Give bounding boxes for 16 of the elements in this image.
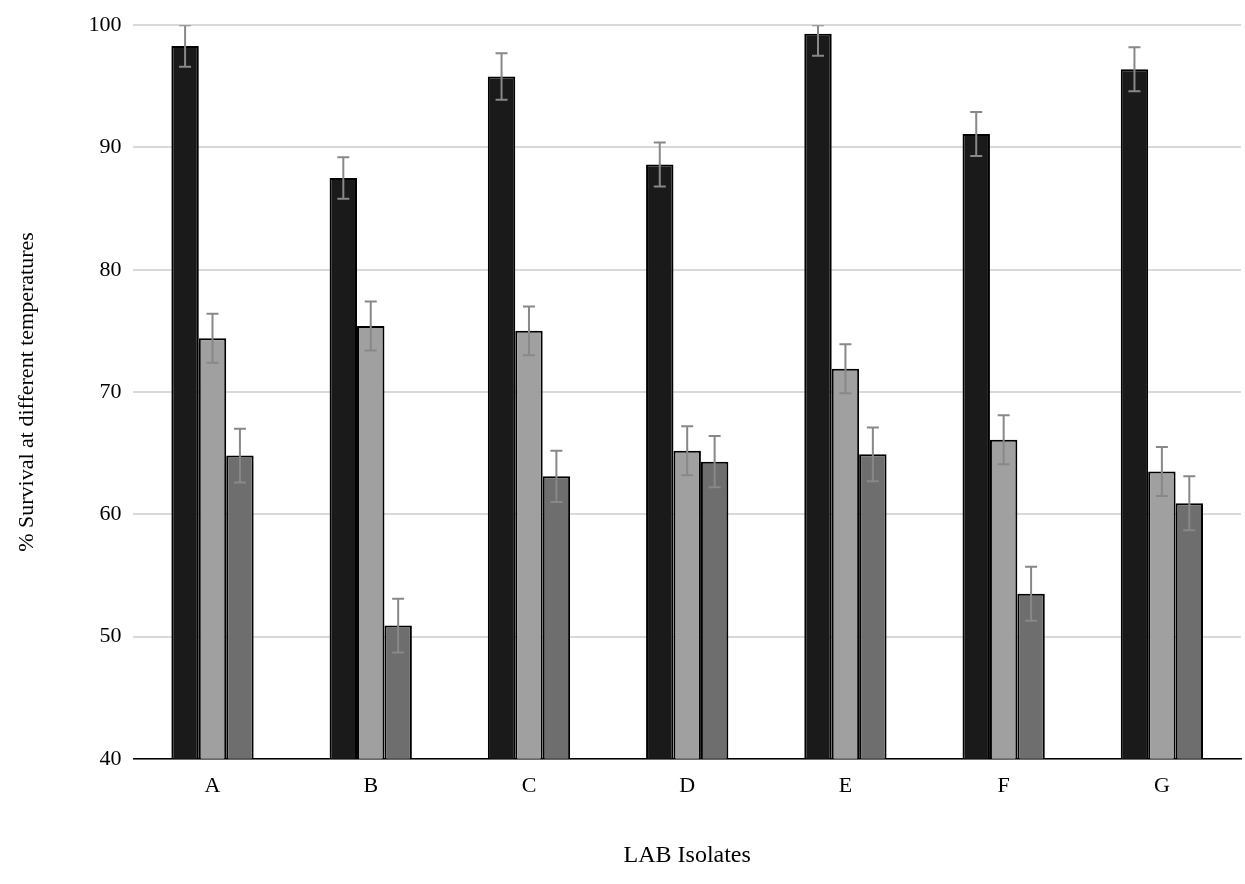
x-tick-label: B: [363, 771, 379, 797]
x-tick-label: C: [521, 771, 537, 797]
y-tick-label: 60: [99, 500, 122, 526]
y-tick-label: 80: [99, 255, 122, 281]
x-axis-title: LAB Isolates: [623, 840, 751, 867]
y-axis-title: % Survival at different temperatures: [12, 232, 38, 552]
x-tick-label: E: [838, 771, 853, 797]
y-tick-label: 100: [88, 10, 122, 36]
y-tick-label: 70: [99, 377, 122, 403]
y-tick-label: 50: [99, 622, 122, 648]
y-tick-label: 90: [99, 133, 122, 159]
x-tick-label: A: [204, 771, 221, 797]
y-tick-label: 40: [99, 744, 122, 770]
x-tick-label: D: [679, 771, 696, 797]
x-tick-label: G: [1153, 771, 1170, 797]
x-tick-label: F: [997, 771, 1010, 797]
